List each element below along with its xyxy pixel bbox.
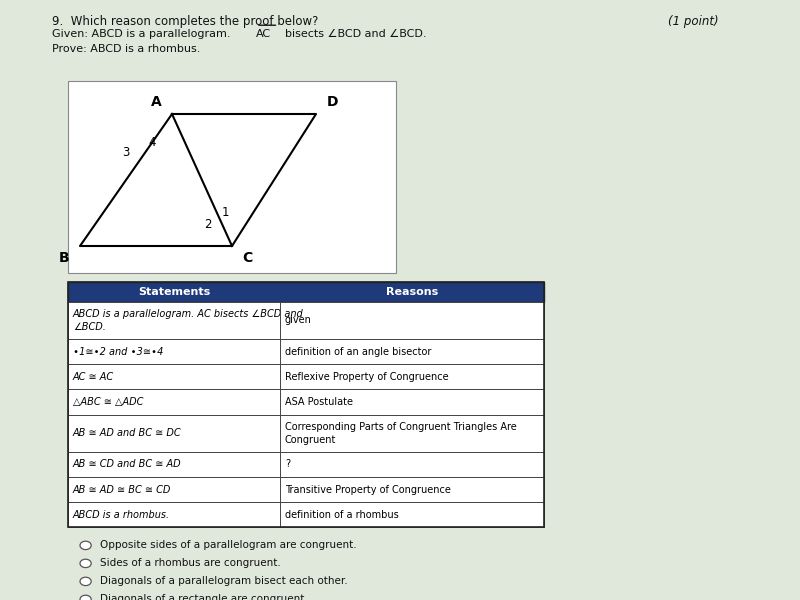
FancyBboxPatch shape xyxy=(68,389,544,415)
FancyBboxPatch shape xyxy=(68,282,544,302)
Text: 3: 3 xyxy=(122,146,130,160)
Text: 1: 1 xyxy=(222,206,229,220)
Text: B: B xyxy=(59,251,70,265)
Text: Diagonals of a rectangle are congruent.: Diagonals of a rectangle are congruent. xyxy=(100,595,308,600)
Text: definition of a rhombus: definition of a rhombus xyxy=(285,510,398,520)
Text: (1 point): (1 point) xyxy=(668,15,718,28)
Text: AB ≅ CD and BC ≅ AD: AB ≅ CD and BC ≅ AD xyxy=(73,460,182,469)
FancyBboxPatch shape xyxy=(68,81,396,273)
Text: Diagonals of a parallelogram bisect each other.: Diagonals of a parallelogram bisect each… xyxy=(100,577,348,586)
FancyBboxPatch shape xyxy=(68,477,544,502)
Text: Opposite sides of a parallelogram are congruent.: Opposite sides of a parallelogram are co… xyxy=(100,541,357,550)
Circle shape xyxy=(80,541,91,550)
Text: Transitive Property of Congruence: Transitive Property of Congruence xyxy=(285,485,450,494)
Text: 9.  Which reason completes the proof below?: 9. Which reason completes the proof belo… xyxy=(52,15,318,28)
Text: ABCD is a rhombus.: ABCD is a rhombus. xyxy=(73,510,170,520)
Circle shape xyxy=(80,577,91,586)
FancyBboxPatch shape xyxy=(68,415,544,452)
Text: Statements: Statements xyxy=(138,287,210,297)
Text: Reflexive Property of Congruence: Reflexive Property of Congruence xyxy=(285,372,449,382)
Text: AC: AC xyxy=(256,29,271,39)
Text: AB ≅ AD ≅ BC ≅ CD: AB ≅ AD ≅ BC ≅ CD xyxy=(73,485,171,494)
FancyBboxPatch shape xyxy=(68,452,544,477)
Text: ASA Postulate: ASA Postulate xyxy=(285,397,353,407)
Text: A: A xyxy=(151,95,162,109)
Text: definition of an angle bisector: definition of an angle bisector xyxy=(285,347,431,356)
Text: Reasons: Reasons xyxy=(386,287,438,297)
Text: AB ≅ AD and BC ≅ DC: AB ≅ AD and BC ≅ DC xyxy=(73,428,182,438)
Text: Given: ABCD is a parallelogram.: Given: ABCD is a parallelogram. xyxy=(52,29,238,39)
Text: bisects ∠BCD and ∠BCD.: bisects ∠BCD and ∠BCD. xyxy=(278,29,427,39)
Text: D: D xyxy=(326,95,338,109)
Circle shape xyxy=(80,559,91,568)
FancyBboxPatch shape xyxy=(68,302,544,339)
FancyBboxPatch shape xyxy=(68,339,544,364)
FancyBboxPatch shape xyxy=(68,502,544,527)
Text: C: C xyxy=(242,251,253,265)
Text: △ABC ≅ △ADC: △ABC ≅ △ADC xyxy=(73,397,143,407)
Text: ABCD is a parallelogram. AC bisects ∠BCD and
∠BCD.: ABCD is a parallelogram. AC bisects ∠BCD… xyxy=(73,309,303,332)
Circle shape xyxy=(80,595,91,600)
Text: AC ≅ AC: AC ≅ AC xyxy=(73,372,114,382)
Text: Corresponding Parts of Congruent Triangles Are
Congruent: Corresponding Parts of Congruent Triangl… xyxy=(285,422,517,445)
Text: 2: 2 xyxy=(204,218,211,232)
Text: given: given xyxy=(285,316,312,325)
Text: Sides of a rhombus are congruent.: Sides of a rhombus are congruent. xyxy=(100,559,281,568)
FancyBboxPatch shape xyxy=(68,364,544,389)
Text: ?: ? xyxy=(285,460,290,469)
Text: 4: 4 xyxy=(148,136,155,149)
Text: ∙1≅∙2 and ∙3≅∙4: ∙1≅∙2 and ∙3≅∙4 xyxy=(73,347,163,356)
Text: Prove: ABCD is a rhombus.: Prove: ABCD is a rhombus. xyxy=(52,44,200,55)
